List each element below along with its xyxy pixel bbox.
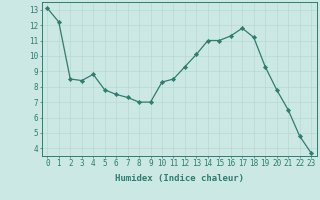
X-axis label: Humidex (Indice chaleur): Humidex (Indice chaleur) (115, 174, 244, 183)
